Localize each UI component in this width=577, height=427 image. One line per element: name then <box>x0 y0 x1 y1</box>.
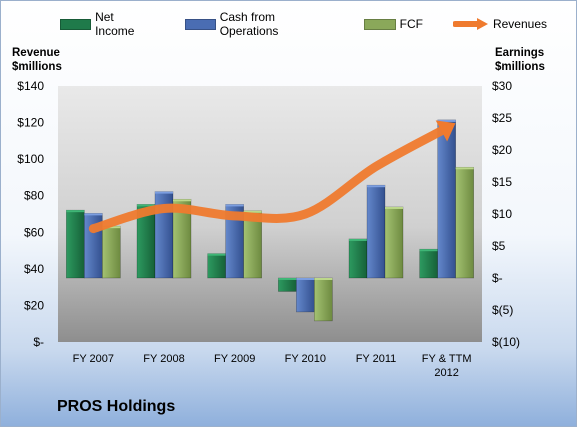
bar-cap-cash-from-operations <box>225 204 244 207</box>
legend-label-net-income: Net Income <box>95 10 135 38</box>
right-axis-title-line-1: Earnings <box>495 47 545 59</box>
left-tick-label: $40 <box>24 262 44 276</box>
legend-item-net-income: Net Income <box>60 10 155 38</box>
legend-swatch-net-income <box>60 18 92 30</box>
bar-cap-net-income <box>419 249 438 252</box>
right-tick-label: $20 <box>492 143 512 157</box>
legend-item-revenues: Revenues <box>452 17 547 31</box>
right-tick-label: $15 <box>492 175 512 189</box>
bar-cap-net-income <box>66 210 85 213</box>
bar-cap-cash-from-operations <box>437 119 456 122</box>
legend-swatch-fcf <box>363 18 396 30</box>
legend-item-fcf: FCF <box>363 17 423 31</box>
legend-item-cash-from-operations: Cash from Operations <box>184 10 334 38</box>
left-axis-title-line-1: Revenue <box>12 47 60 59</box>
bar-cap-net-income <box>349 238 367 241</box>
category-label: FY 2010 <box>285 353 326 365</box>
bar-cap-fcf <box>173 199 191 202</box>
left-tick-label: $140 <box>17 79 44 93</box>
bar-cap-fcf <box>455 167 474 170</box>
legend-label-fcf: FCF <box>399 17 423 31</box>
bar-cash-from-operations <box>296 277 315 313</box>
right-tick-label: $25 <box>492 111 512 125</box>
left-axis-title-line-2: $millions <box>12 61 62 73</box>
bar-cash-from-operations <box>437 119 456 279</box>
right-tick-label: $30 <box>492 79 512 93</box>
category-label: FY 2011 <box>356 353 397 365</box>
right-tick-label: $10 <box>492 207 512 221</box>
bar-cap-net-income <box>137 204 155 207</box>
legend-label-cash-from-operations: Cash from Operations <box>219 10 279 38</box>
company-name: PROS Holdings <box>57 398 176 415</box>
category-label: FY 2007 <box>73 353 114 365</box>
bar-net-income <box>278 277 297 292</box>
bar-cap-fcf <box>385 206 403 209</box>
right-tick-label: $- <box>492 271 503 285</box>
right-tick-label: $(10) <box>492 335 520 349</box>
bar-fcf <box>384 206 404 279</box>
legend-label-revenues: Revenues <box>492 17 547 31</box>
category-label: FY 2008 <box>143 353 184 365</box>
category-label: FY & TTM 2012 <box>422 353 472 379</box>
left-tick-label: $100 <box>17 152 44 166</box>
bar-cap-cash-from-operations <box>84 213 103 216</box>
right-tick-label: $(5) <box>492 303 513 317</box>
left-tick-label: $- <box>33 335 44 349</box>
right-axis-title: Earnings $millions <box>495 46 545 74</box>
bar-cap-cash-from-operations <box>155 191 173 194</box>
bar-fcf <box>314 277 333 322</box>
right-axis-title-line-2: $millions <box>495 61 545 73</box>
legend: Net Income Cash from Operations FCF Reve… <box>60 10 577 38</box>
right-tick-label: $5 <box>492 239 506 253</box>
left-tick-label: $60 <box>24 225 44 239</box>
left-tick-label: $80 <box>24 189 44 203</box>
revenues-line <box>88 123 452 234</box>
bar-cap-net-income <box>207 253 226 256</box>
revenues-arrowhead <box>435 120 456 142</box>
category-label: FY 2009 <box>214 353 255 365</box>
bar-cap-fcf <box>243 210 262 213</box>
left-tick-label: $120 <box>17 116 44 130</box>
bar-cap-cash-from-operations <box>367 185 385 188</box>
bar-net-income <box>207 253 226 279</box>
bar-cap-fcf <box>314 278 333 280</box>
bar-cash-from-operations <box>366 184 386 279</box>
bar-net-income <box>419 248 438 279</box>
bar-cap-net-income <box>278 278 297 280</box>
legend-arrow-icon <box>452 18 488 30</box>
bar-fcf <box>102 225 121 279</box>
bar-cap-cash-from-operations <box>296 278 315 280</box>
legend-swatch-cash-from-operations <box>184 18 216 30</box>
bar-net-income <box>348 238 368 279</box>
left-tick-label: $20 <box>24 298 44 312</box>
bar-fcf <box>455 166 474 279</box>
left-axis-title: Revenue $millions <box>12 46 62 74</box>
bar-net-income <box>66 209 85 279</box>
